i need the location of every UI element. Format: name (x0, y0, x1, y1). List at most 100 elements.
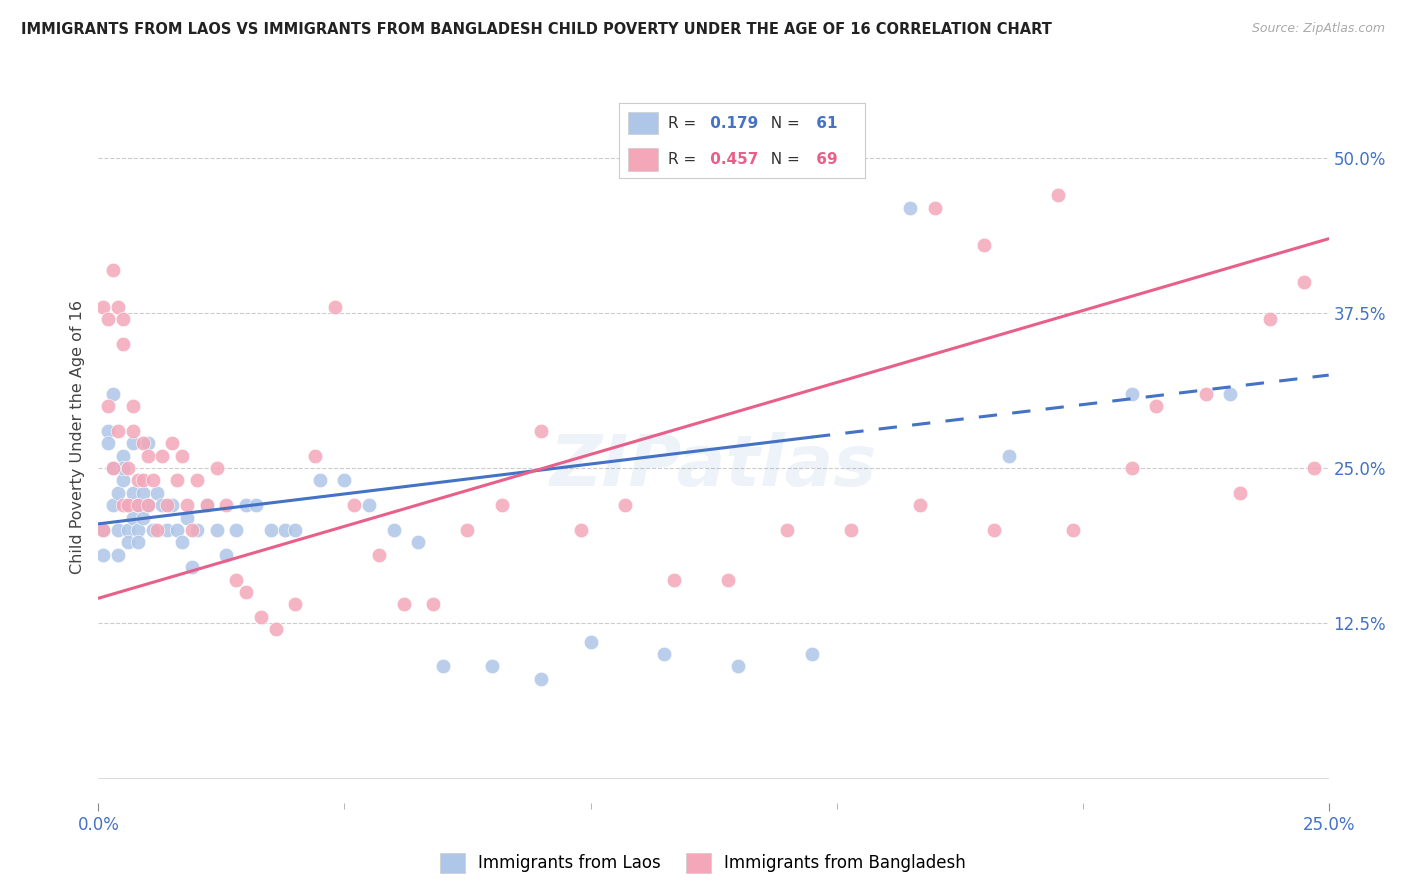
Point (195, 498, 218, 512)
Point (97, 399, 120, 413)
Point (274, 523, 297, 537)
Point (176, 498, 198, 512)
Point (825, 151, 848, 165)
Point (250, 610, 273, 624)
Point (166, 523, 188, 537)
Point (235, 585, 257, 599)
Point (97, 436, 120, 450)
Point (432, 659, 454, 673)
Point (186, 523, 208, 537)
Point (156, 523, 179, 537)
Point (112, 337, 135, 351)
Point (481, 659, 503, 673)
Point (323, 300, 346, 314)
Point (392, 598, 415, 612)
Point (309, 474, 332, 488)
Point (122, 436, 145, 450)
Point (1303, 461, 1326, 475)
Point (93, 523, 115, 537)
Point (530, 424, 553, 438)
Point (166, 474, 188, 488)
Text: R =: R = (668, 152, 702, 167)
FancyBboxPatch shape (628, 112, 658, 135)
Point (103, 461, 125, 475)
Point (127, 535, 149, 549)
Point (146, 523, 169, 537)
Point (127, 498, 149, 512)
FancyBboxPatch shape (628, 148, 658, 171)
Point (117, 498, 139, 512)
Point (180, 523, 204, 537)
Point (107, 424, 129, 438)
Point (408, 535, 430, 549)
Point (107, 300, 129, 314)
Point (579, 634, 602, 648)
Point (900, 201, 922, 215)
Legend: Immigrants from Laos, Immigrants from Bangladesh: Immigrants from Laos, Immigrants from Ba… (433, 847, 973, 880)
Point (1195, 386, 1218, 401)
Point (97, 424, 120, 438)
Point (132, 510, 155, 524)
Point (1121, 461, 1143, 475)
Point (924, 201, 946, 215)
Point (983, 523, 1005, 537)
Point (801, 647, 824, 661)
Point (107, 486, 129, 500)
Point (127, 523, 149, 537)
Point (176, 510, 198, 524)
Point (156, 498, 179, 512)
Point (664, 573, 686, 587)
Point (910, 498, 932, 512)
Text: IMMIGRANTS FROM LAOS VS IMMIGRANTS FROM BANGLADESH CHILD POVERTY UNDER THE AGE O: IMMIGRANTS FROM LAOS VS IMMIGRANTS FROM … (21, 22, 1052, 37)
Point (103, 262, 125, 277)
Point (162, 436, 183, 450)
Point (141, 523, 165, 537)
Point (1219, 386, 1241, 401)
Point (456, 523, 478, 537)
Point (122, 510, 145, 524)
Point (245, 498, 267, 512)
Point (112, 449, 135, 463)
Point (117, 535, 139, 549)
Point (136, 498, 159, 512)
Text: 61: 61 (810, 116, 837, 130)
Point (727, 151, 749, 165)
Point (136, 436, 159, 450)
Point (172, 449, 194, 463)
Point (264, 622, 287, 636)
Point (152, 498, 174, 512)
Point (152, 449, 174, 463)
Point (530, 672, 553, 686)
Point (569, 523, 592, 537)
Y-axis label: Child Poverty Under the Age of 16: Child Poverty Under the Age of 16 (69, 300, 84, 574)
Point (162, 498, 183, 512)
Point (717, 573, 740, 587)
Point (382, 523, 405, 537)
Point (117, 523, 139, 537)
Point (127, 498, 149, 512)
Point (136, 498, 159, 512)
Point (343, 498, 366, 512)
Point (422, 598, 444, 612)
Point (1062, 523, 1084, 537)
Point (1258, 312, 1281, 326)
Point (112, 498, 135, 512)
Point (225, 523, 247, 537)
Point (368, 548, 391, 562)
Point (215, 498, 238, 512)
Text: 0.179: 0.179 (704, 116, 758, 130)
Point (1144, 399, 1167, 413)
Point (132, 474, 155, 488)
Point (841, 523, 863, 537)
Point (359, 498, 381, 512)
Point (103, 386, 125, 401)
Point (186, 474, 208, 488)
Text: N =: N = (762, 152, 806, 167)
Point (225, 573, 247, 587)
Point (973, 238, 995, 252)
Point (1121, 386, 1143, 401)
Point (136, 449, 159, 463)
Text: N =: N = (762, 116, 806, 130)
Point (146, 486, 169, 500)
Point (141, 474, 165, 488)
